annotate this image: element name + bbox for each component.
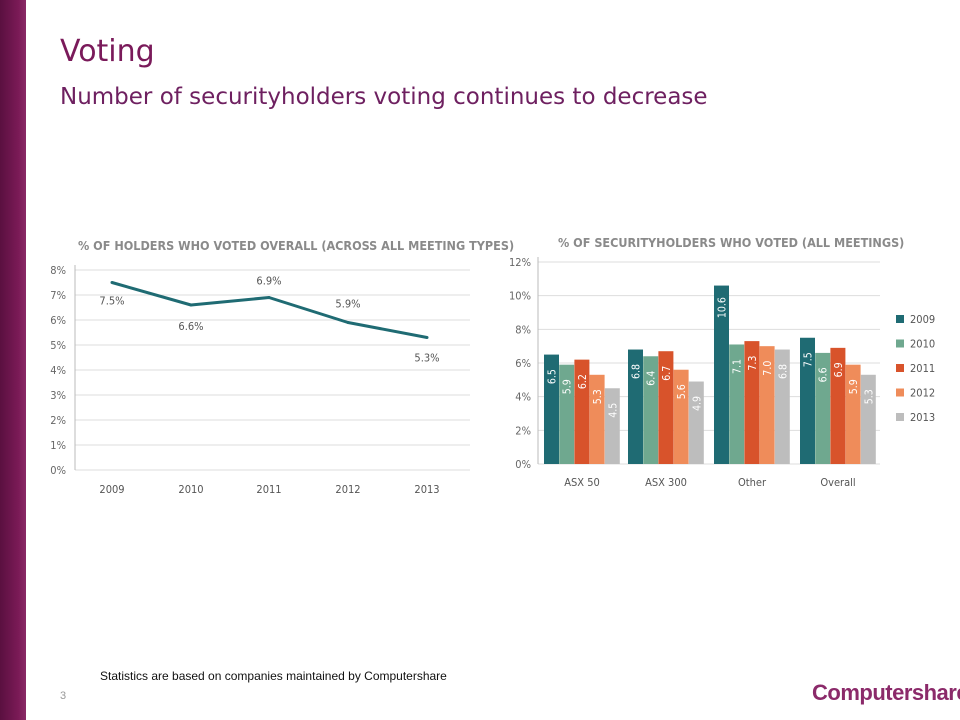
line-chart-point: [110, 281, 114, 284]
bar-data-label: 5.3: [863, 389, 875, 404]
line-chart-ytick: 1%: [50, 439, 66, 452]
legend-swatch-2011: [896, 364, 904, 372]
bar-other-2013: [774, 349, 790, 464]
bar-data-label: 7.5: [803, 352, 815, 367]
line-chart-data-label: 6.6%: [178, 320, 203, 333]
bar-asx-50-2012: [589, 374, 605, 464]
line-chart-ytick: 2%: [50, 414, 66, 427]
bar-overall-2011: [830, 347, 846, 464]
bar-overall-2010: [815, 352, 831, 464]
bar-chart-ytick: 8%: [515, 323, 531, 336]
legend-swatch-2009: [896, 315, 904, 323]
computershare-logo: Computershare: [812, 680, 960, 705]
legend-swatch-2010: [896, 339, 904, 348]
legend-label-2012: 2012: [910, 387, 935, 400]
legend-label-2011: 2011: [910, 362, 935, 375]
bar-data-label: 5.9: [848, 379, 860, 394]
bar-chart-ytick: 10%: [509, 290, 531, 303]
line-chart-series: [111, 281, 428, 339]
footnote: Statistics are based on companies mainta…: [100, 669, 447, 683]
line-chart-ytick: 0%: [50, 464, 66, 477]
bar-data-label: 6.8: [777, 364, 789, 379]
bar-other-2011: [744, 341, 760, 464]
bar-chart-category-label: ASX 300: [645, 476, 687, 489]
line-chart-xtick: 2013: [414, 483, 439, 496]
bar-chart-ytick: 12%: [509, 256, 531, 269]
page-number: 3: [60, 690, 67, 702]
bar-data-label: 6.8: [631, 364, 643, 379]
bar-asx-300-2009: [628, 349, 643, 464]
bar-asx-300-2012: [673, 369, 689, 464]
bar-overall-2013: [860, 374, 876, 464]
line-chart-title: % OF HOLDERS WHO VOTED OVERALL (ACROSS A…: [78, 238, 514, 253]
bar-asx-50-2010: [559, 364, 575, 464]
line-chart-point: [189, 303, 193, 307]
line-chart-ytick: 5%: [50, 339, 66, 352]
bar-data-label: 7.3: [747, 356, 759, 371]
bar-data-label: 7.1: [732, 359, 744, 374]
bar-chart-category-label: Overall: [820, 476, 855, 489]
bar-data-label: 4.9: [691, 396, 703, 411]
line-chart-xtick: 2012: [335, 483, 360, 496]
bar-chart-ytick: 2%: [515, 424, 531, 437]
bar-other-2012: [759, 346, 775, 464]
bar-data-label: 6.5: [547, 369, 559, 384]
line-chart-ytick: 8%: [50, 264, 66, 277]
bar-other-2009: [714, 285, 729, 464]
line-chart-point: [267, 296, 271, 299]
bar-asx-300-2010: [643, 356, 659, 464]
bar-asx-50-2013: [604, 388, 620, 464]
bar-data-label: 5.6: [676, 384, 688, 399]
line-chart-ytick: 4%: [50, 364, 66, 377]
bar-chart-ytick: 4%: [515, 391, 531, 404]
bar-asx-50-2009: [544, 354, 559, 464]
bar-data-label: 6.7: [661, 366, 673, 381]
line-chart-xtick: 2011: [256, 483, 281, 496]
bar-overall-2012: [845, 364, 861, 464]
bar-chart-title: % OF SECURITYHOLDERS WHO VOTED (ALL MEET…: [558, 235, 904, 250]
line-chart-point: [346, 321, 350, 324]
line-chart-ytick: 7%: [50, 289, 66, 302]
slide-subtitle: Number of securityholders voting continu…: [60, 84, 708, 110]
legend-swatch-2013: [896, 413, 904, 421]
bar-data-label: 6.9: [833, 362, 845, 377]
bar-asx-300-2013: [688, 381, 704, 464]
line-chart-data-label: 7.5%: [99, 295, 124, 308]
legend-label-2009: 2009: [910, 313, 935, 326]
line-chart-data-label: 5.9%: [335, 298, 360, 311]
legend-swatch-2012: [896, 388, 904, 397]
bar-chart-category-label: Other: [738, 476, 767, 489]
bar-data-label: 6.6: [818, 367, 830, 382]
line-chart-ytick: 3%: [50, 389, 66, 402]
bar-overall-2009: [800, 337, 815, 464]
legend-label-2010: 2010: [910, 338, 935, 351]
bar-data-label: 10.6: [717, 297, 729, 318]
line-chart-data-label: 6.9%: [256, 275, 281, 288]
slide-title: Voting: [60, 34, 155, 69]
bar-data-label: 6.2: [577, 374, 589, 389]
line-chart-ytick: 6%: [50, 314, 66, 327]
bar-chart-ytick: 0%: [515, 458, 531, 471]
bar-asx-300-2011: [658, 351, 674, 464]
bar-chart-category-label: ASX 50: [564, 476, 600, 489]
bar-chart-ytick: 6%: [515, 357, 531, 370]
bar-data-label: 5.9: [562, 379, 574, 394]
line-chart-xtick: 2010: [178, 483, 203, 496]
bar-other-2010: [729, 344, 745, 464]
bar-asx-50-2011: [574, 359, 590, 464]
bar-data-label: 5.3: [592, 389, 604, 404]
legend-label-2013: 2013: [910, 411, 935, 424]
line-chart-xtick: 2009: [99, 483, 124, 496]
bar-data-label: 4.5: [607, 403, 619, 418]
bar-data-label: 7.0: [762, 361, 774, 376]
line-chart-point: [425, 336, 429, 339]
side-accent-bar: [0, 0, 26, 720]
line-chart-data-label: 5.3%: [414, 352, 439, 365]
bar-data-label: 6.4: [646, 371, 658, 386]
